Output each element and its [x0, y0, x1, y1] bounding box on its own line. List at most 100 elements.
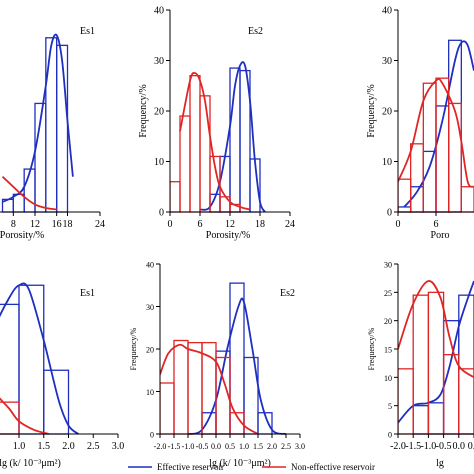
x-tick-label: -0.5 [436, 441, 452, 452]
histogram-bar-effective [43, 369, 70, 435]
x-tick-label: 2.5 [87, 441, 100, 452]
x-tick-label: 16 [52, 219, 62, 230]
y-axis-title: Frequency/% [366, 84, 377, 137]
histogram-bar-noneffective [422, 82, 437, 213]
x-tick-label: -2.0 [154, 442, 167, 451]
panel-label: Es1 [80, 26, 95, 37]
y-tick-label: 20 [146, 346, 154, 355]
panel-label: Es2 [280, 288, 295, 299]
y-tick-label: 15 [384, 346, 392, 355]
histogram-bar-noneffective [398, 368, 414, 435]
x-tick-label: 1.5 [38, 441, 51, 452]
y-tick-label: 0 [388, 431, 392, 440]
x-tick-label: -1.5 [168, 442, 181, 451]
y-tick-label: 5 [388, 402, 392, 411]
x-tick-label: 24 [285, 219, 295, 230]
histogram-bar-effective [398, 206, 412, 213]
panel-6: -2.0-1.5-1.0-0.50.00.5 0 5 10 15 20 25 30 Freque… [367, 261, 474, 469]
x-axis-title: Porosity/% [206, 230, 250, 241]
x-tick-label: 18 [63, 219, 73, 230]
histogram-bar-effective [201, 412, 217, 435]
y-tick-label: 10 [154, 157, 164, 168]
panel-1: 8 12 16 18 24 Porosity/% Es1 [0, 26, 105, 241]
histogram-bar-noneffective [458, 368, 474, 435]
y-tick-label: 40 [382, 6, 392, 17]
fit-curve-effective [403, 40, 474, 208]
histogram-bar-noneffective [160, 382, 175, 435]
histogram-bar-effective [422, 150, 437, 213]
histogram-bar-effective [18, 284, 45, 435]
histogram-bar-effective [56, 44, 69, 213]
y-tick-label: 30 [382, 56, 392, 67]
panel-3: 0 6 0 10 20 30 40 Frequency/% Poro [366, 6, 474, 241]
panel-5: -2.0 -1.5 -1.0 -0.5 0.0 0.5 1.0 1.5 2.0 2.5 3.0 0 10… [129, 261, 305, 470]
histogram-bar-effective [0, 303, 20, 435]
y-tick-label: 0 [159, 208, 164, 219]
x-tick-label: 1.5 [253, 442, 263, 451]
histogram-bar-effective [12, 193, 25, 213]
histogram-bar-noneffective [427, 291, 445, 435]
histogram-bar-noneffective [187, 341, 203, 435]
fit-curve-noneffective [398, 78, 474, 188]
x-tick-label: 0 [168, 219, 173, 230]
plot-area [160, 282, 287, 435]
panel-4: 1.0 1.5 2.0 2.5 3.0 lg (k/ 10⁻³μm²) Es1 [0, 282, 125, 469]
panel-label: Es2 [248, 26, 263, 37]
y-tick-label: 40 [154, 6, 164, 17]
y-axis-title: Frequency/% [129, 327, 138, 370]
panel-2: 0 6 12 18 24 0 10 20 30 40 Frequency/% Porosity/% Es… [138, 6, 295, 242]
x-tick-label: 12 [30, 219, 40, 230]
fit-curve-effective [0, 282, 79, 435]
x-tick-label: 3.0 [112, 441, 125, 452]
y-tick-label: 40 [146, 261, 154, 270]
fit-curve-noneffective [160, 343, 259, 435]
histogram-bar-noneffective [442, 354, 460, 435]
histogram-bar-effective [412, 405, 430, 435]
y-tick-label: 10 [384, 374, 392, 383]
x-tick-label: -1.5 [405, 441, 421, 452]
x-tick-label: 0.0 [211, 442, 221, 451]
histogram-bar-effective [219, 155, 231, 213]
x-tick-label: 12 [225, 219, 235, 230]
y-tick-label: 20 [154, 107, 164, 118]
histogram-bar-effective [229, 282, 245, 435]
histogram-bar-noneffective [199, 95, 211, 213]
x-tick-label: 1.0 [13, 441, 26, 452]
legend-noneffective-label: Non-effective reservoir [291, 462, 375, 472]
histogram-bar-noneffective [189, 75, 201, 213]
fit-curve-noneffective [0, 397, 49, 435]
fit-curve-effective [187, 297, 287, 435]
x-tick-label: -0.5 [196, 442, 209, 451]
histogram-bar-noneffective [170, 181, 181, 213]
legend: Effective reservoir Non-effective reserv… [128, 462, 375, 472]
x-axis-title: lg (k/ 10⁻³μm²) [0, 458, 61, 469]
y-tick-label: 10 [382, 157, 392, 168]
y-tick-label: 30 [154, 56, 164, 67]
x-tick-label: 2.0 [267, 442, 277, 451]
x-axis-title: Poro [431, 230, 450, 241]
fit-curve-effective [398, 280, 474, 424]
x-tick-label: -1.0 [182, 442, 195, 451]
y-axis-title: Frequency/% [367, 327, 376, 370]
plot-area [1, 33, 74, 213]
histogram-bar-noneffective [412, 294, 430, 435]
y-tick-label: 30 [384, 261, 392, 270]
histogram-bar-effective [45, 37, 58, 213]
x-axis-title: lg (k/ 10⁻³μm²) [209, 458, 271, 469]
x-tick-label: 18 [255, 219, 265, 230]
histogram-bar-effective [427, 402, 445, 435]
x-tick-label: 0.0 [453, 441, 466, 452]
fit-curve-noneffective [398, 280, 474, 379]
plot-area [170, 61, 266, 213]
x-axis-title: lg [436, 458, 444, 469]
y-tick-label: 0 [387, 208, 392, 219]
fit-curve-noneffective [179, 72, 251, 211]
x-tick-label: -1.0 [420, 441, 436, 452]
x-tick-label: 0 [396, 219, 401, 230]
y-tick-label: 25 [384, 289, 392, 298]
histogram-bar-noneffective [448, 102, 462, 213]
x-tick-label: 8 [11, 219, 16, 230]
fit-curve-effective [199, 61, 266, 213]
